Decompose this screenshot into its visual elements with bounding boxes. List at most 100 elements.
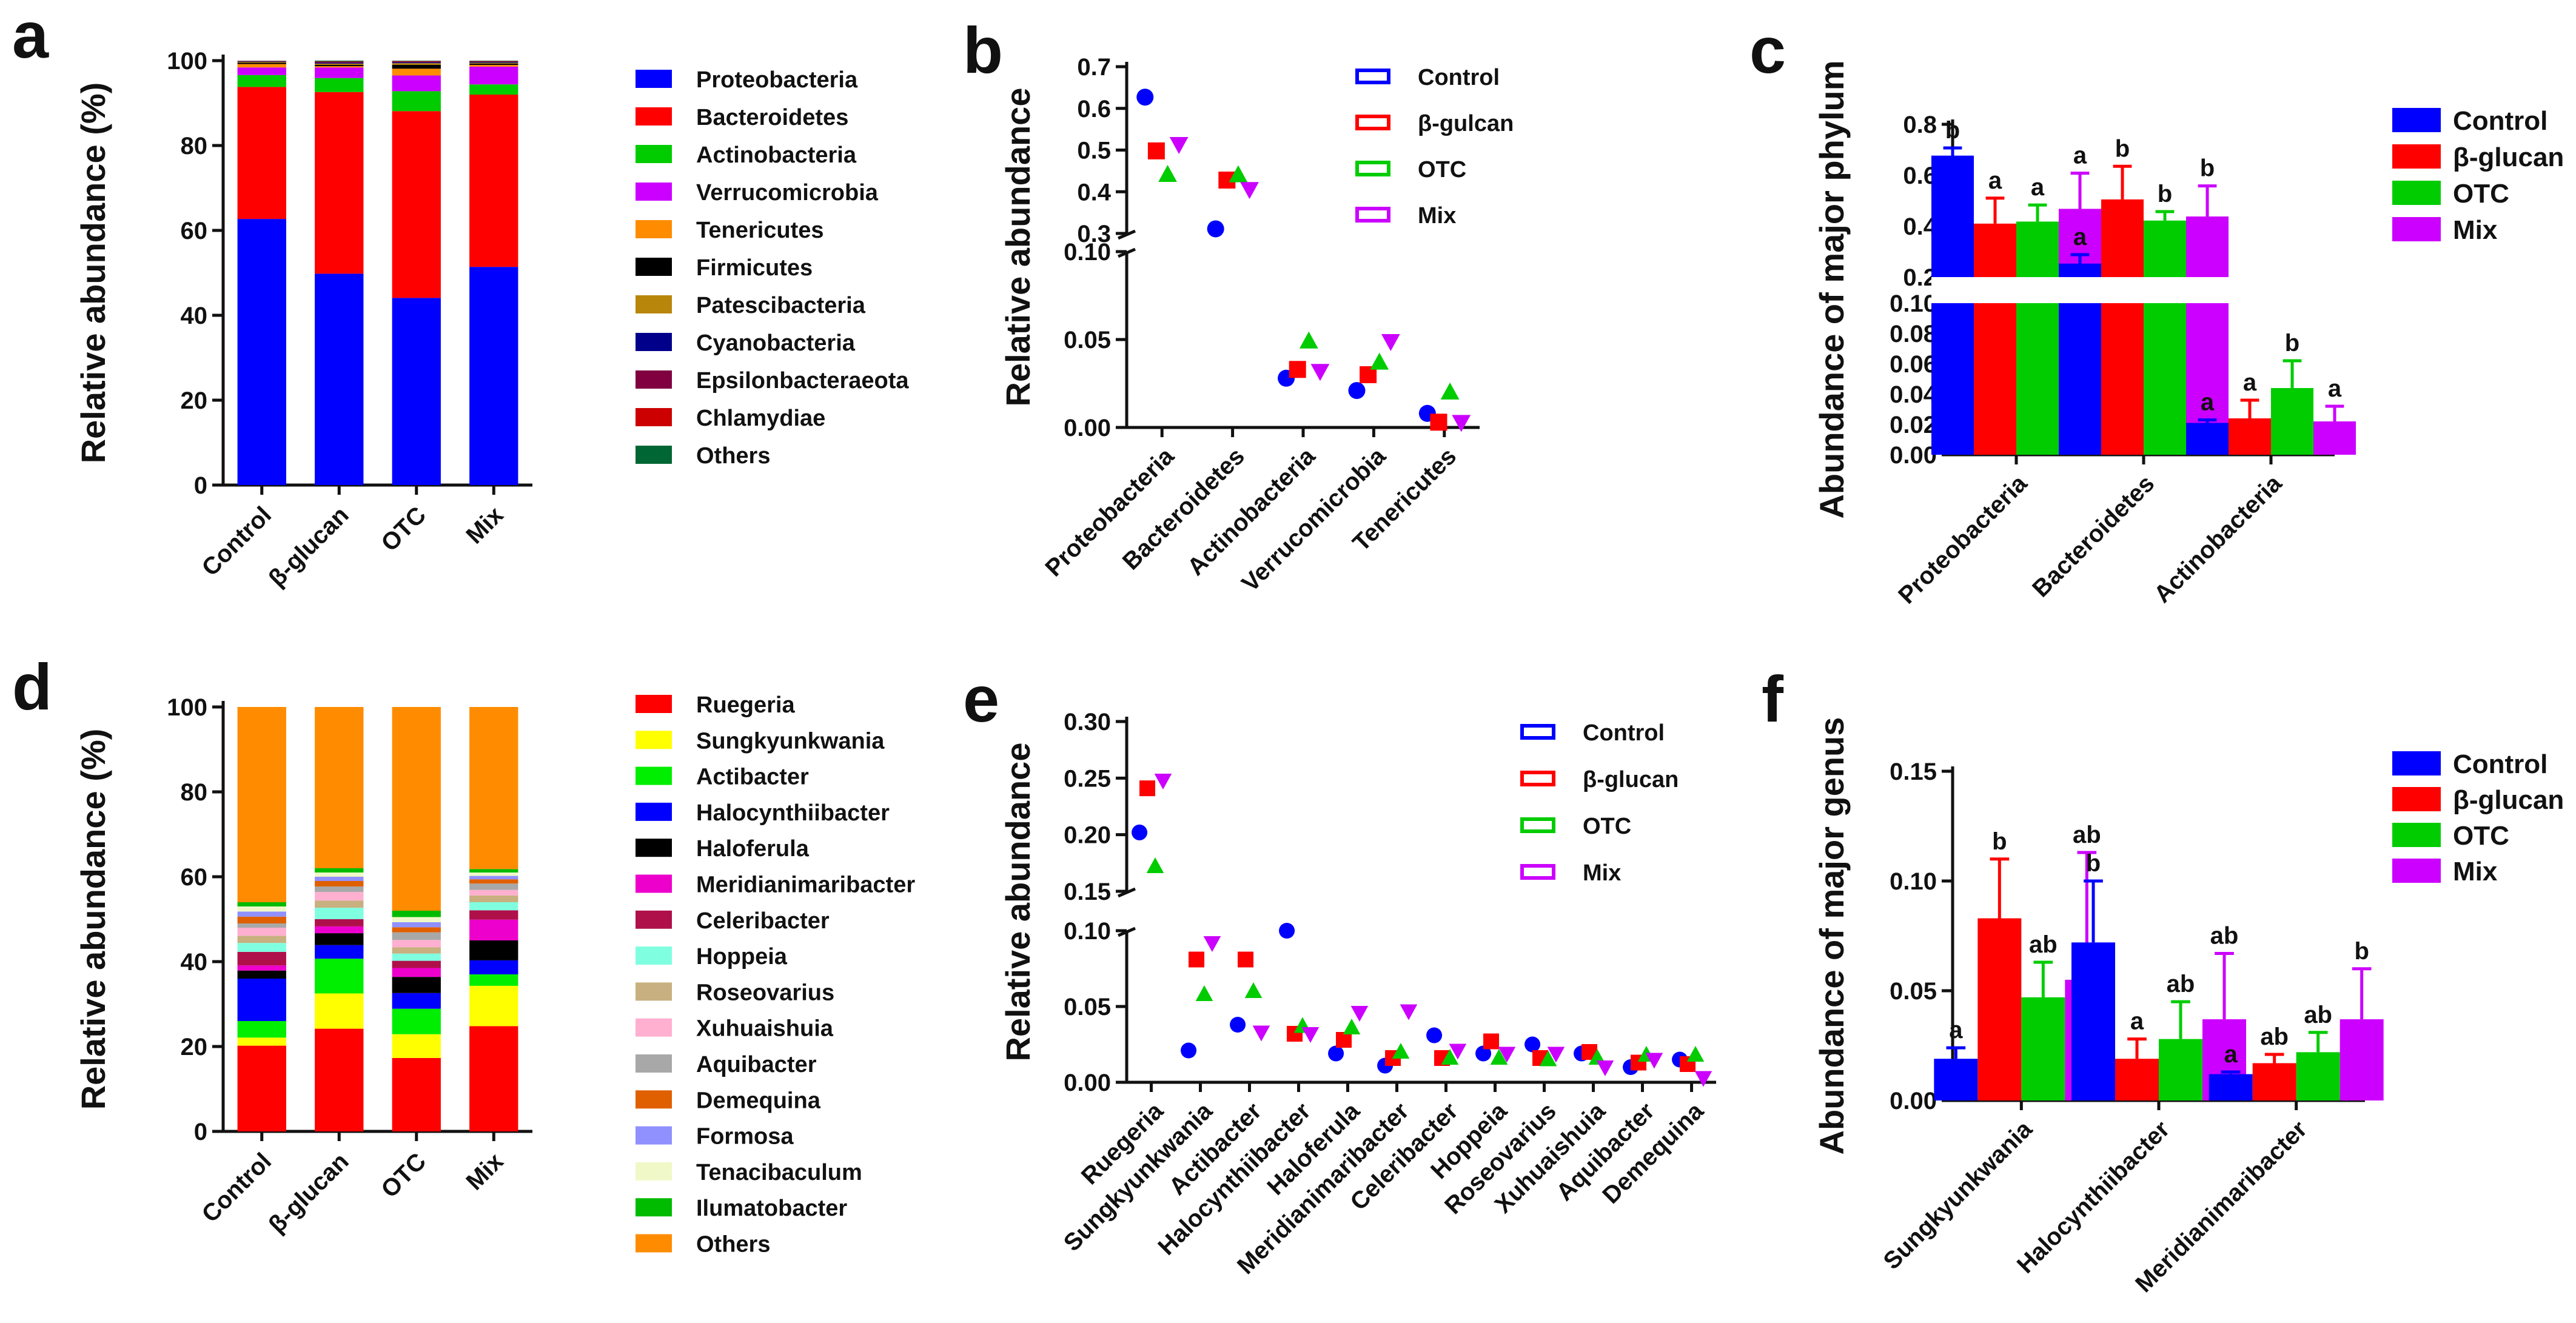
panel-c-y-lower-tick-label: 0.02 xyxy=(1890,412,1937,438)
panel-b-data-point xyxy=(1229,165,1248,183)
panel-a-y-title: Relative abundance (%) xyxy=(74,82,112,464)
panel-e-data-point xyxy=(1426,1027,1443,1043)
panel-a-bar-segment xyxy=(315,92,364,274)
panel-e-data-point xyxy=(1596,1060,1614,1076)
panel-d-legend-label: Sungkyunkwania xyxy=(696,728,885,754)
panel-e-data-point xyxy=(1301,1027,1320,1043)
panel-d-legend-swatch xyxy=(636,1054,672,1073)
panel-b-data-point xyxy=(1381,334,1400,351)
panel-b-legend-label: β-gulcan xyxy=(1418,111,1514,136)
panel-d-bar-segment xyxy=(469,895,518,902)
panel-d-bar-segment xyxy=(315,877,364,881)
panel-d-legend-label: Aquibacter xyxy=(696,1052,817,1077)
panel-c-y-lower-tick-label: 0.08 xyxy=(1890,321,1937,347)
panel-d-category-label: β-glucan xyxy=(264,1148,354,1238)
panel-a-bar-segment xyxy=(315,63,364,65)
panel-a-bar-segment xyxy=(469,65,518,67)
panel-b-category-label: Bacteroidetes xyxy=(1118,443,1250,575)
panel-d-legend-swatch xyxy=(636,982,672,1001)
panel-d-bar-segment xyxy=(237,923,286,928)
panel-f-y-tick-label: 0.05 xyxy=(1890,978,1937,1005)
panel-f-legend-label: Control xyxy=(2453,749,2547,779)
panel-f-significance-letter: a xyxy=(1949,1017,1963,1043)
panel-d-legend-label: Ruegeria xyxy=(696,692,795,718)
panel-b-legend-label: Mix xyxy=(1418,203,1456,229)
panel-a-bar-segment xyxy=(392,91,441,112)
panel-d-bar-segment xyxy=(392,977,441,993)
panel-d-legend-swatch xyxy=(636,874,672,893)
panel-d-bar-segment xyxy=(315,919,364,926)
panel-e-data-point xyxy=(1483,1033,1500,1050)
panel-f-bar xyxy=(2296,1052,2340,1100)
panel-d-bar-segment xyxy=(315,868,364,873)
panel-d-bar-segment xyxy=(392,927,441,933)
panel-c-bar-gap xyxy=(2101,277,2144,303)
panel-e-data-point xyxy=(1238,951,1254,968)
panel-a-category-label: OTC xyxy=(376,501,431,557)
panel-e-legend-swatch xyxy=(1520,724,1555,740)
panel-d-y-tick-label: 80 xyxy=(181,779,208,806)
panel-c-bar xyxy=(2271,388,2313,455)
panel-d-bar-segment xyxy=(392,911,441,917)
panel-d-bar-segment xyxy=(315,959,364,994)
panel-d-legend-swatch xyxy=(636,1126,672,1145)
panel-f-category-label: Halocynthiibacter xyxy=(2012,1116,2175,1278)
panel-a-bar-segment xyxy=(392,63,441,65)
panel-c-legend-label: β-glucan xyxy=(2453,142,2564,172)
panel-d-legend-swatch xyxy=(636,946,672,965)
panel-e-y-upper-tick-label: 0.25 xyxy=(1064,765,1111,792)
panel-d-bar-segment xyxy=(315,873,364,877)
panel-c-bar xyxy=(2313,421,2356,455)
panel-e-legend-swatch xyxy=(1520,817,1555,833)
panel-d-legend-swatch xyxy=(636,695,672,713)
panel-letter-f: f xyxy=(1762,662,1784,735)
panel-d-bar-segment xyxy=(237,902,286,906)
panel-d-legend-swatch xyxy=(636,839,672,857)
panel-a-bar-segment xyxy=(392,65,441,69)
panel-a-bar-segment xyxy=(469,95,518,267)
panel-f-bar xyxy=(2021,997,2065,1100)
panel-b-data-point xyxy=(1158,164,1177,182)
panel-a-legend-swatch xyxy=(636,220,672,238)
panel-d-bar-segment xyxy=(469,883,518,890)
panel-d-bar-segment xyxy=(315,886,364,893)
panel-c-legend-swatch xyxy=(2392,181,2441,205)
panel-d-legend-label: Xuhuaishuia xyxy=(696,1016,834,1042)
panel-e-data-point xyxy=(1475,1045,1492,1062)
panel-a-y-tick-label: 80 xyxy=(181,133,208,159)
panel-c-bar-gap xyxy=(2144,277,2186,303)
panel-d-legend-label: Demequina xyxy=(696,1088,821,1113)
panel-a-bar-segment xyxy=(237,67,286,75)
panel-e-data-point xyxy=(1203,936,1221,952)
panel-d-bar-segment xyxy=(237,951,286,966)
panel-f-significance-letter: ab xyxy=(2167,971,2195,997)
panel-a-legend-swatch xyxy=(636,370,672,389)
panel-d-bar-segment xyxy=(469,707,518,869)
panel-c-y-lower-tick-label: 0.10 xyxy=(1890,290,1937,317)
panel-a-bar-segment xyxy=(469,61,518,62)
panel-d-bar-segment xyxy=(392,917,441,922)
panel-f-significance-letter: ab xyxy=(2073,822,2101,848)
panel-f-legend-label: OTC xyxy=(2453,821,2509,851)
panel-a-legend-label: Patescibacteria xyxy=(696,293,866,318)
panel-f-y-tick-label: 0.10 xyxy=(1890,868,1937,895)
panel-d-bar-segment xyxy=(469,1026,518,1131)
panel-d-legend-label: Ilumatobacter xyxy=(696,1196,847,1221)
panel-c-bar-gap xyxy=(1931,277,1974,303)
panel-a-bar-segment xyxy=(315,66,364,68)
panel-d-bar-segment xyxy=(392,922,441,928)
panel-e-y-upper-tick-label: 0.15 xyxy=(1064,879,1111,905)
panel-d-bar-segment xyxy=(237,1037,286,1046)
panel-d-bar-segment xyxy=(469,974,518,986)
panel-e-data-point xyxy=(1146,857,1164,873)
panel-d-legend-swatch xyxy=(636,1162,672,1181)
panel-f-significance-letter: b xyxy=(2086,850,2101,877)
panel-e-y-upper-tick-label: 0.30 xyxy=(1064,709,1111,735)
panel-b-y-upper-tick-label: 0.6 xyxy=(1077,96,1111,122)
panel-f-bar xyxy=(2115,1059,2159,1100)
panel-c-significance-letter: a xyxy=(2073,142,2087,169)
panel-c-y-upper-tick-label: 0.6 xyxy=(1903,162,1937,189)
panel-b-y-upper-tick-label: 0.3 xyxy=(1077,221,1111,247)
panel-d-bar-segment xyxy=(392,707,441,911)
panel-d-bar-segment xyxy=(315,993,364,1029)
